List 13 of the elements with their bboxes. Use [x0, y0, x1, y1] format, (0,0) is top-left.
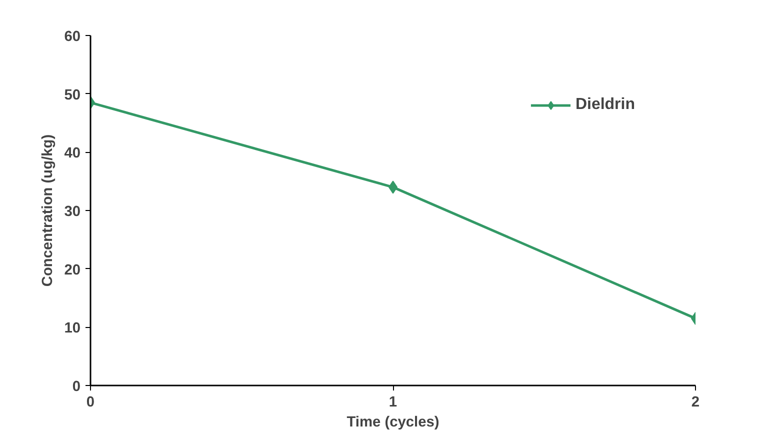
legend-label: Dieldrin — [575, 96, 635, 114]
y-tick-label: 30 — [64, 204, 81, 220]
x-tick-label: 2 — [691, 394, 700, 410]
y-tick-label: 40 — [64, 146, 81, 162]
y-tick-label: 20 — [64, 262, 81, 278]
x-axis-title: Time (cycles) — [346, 414, 440, 430]
y-axis-title: Concentration (ug/kg) — [40, 134, 56, 287]
y-tick-label: 60 — [64, 29, 81, 45]
x-tick-label: 0 — [86, 394, 95, 410]
y-tick-label: 50 — [64, 87, 81, 104]
x-tick-label: 1 — [388, 394, 398, 410]
y-tick-label: 10 — [64, 320, 81, 337]
y-tick-label: 0 — [72, 379, 81, 395]
